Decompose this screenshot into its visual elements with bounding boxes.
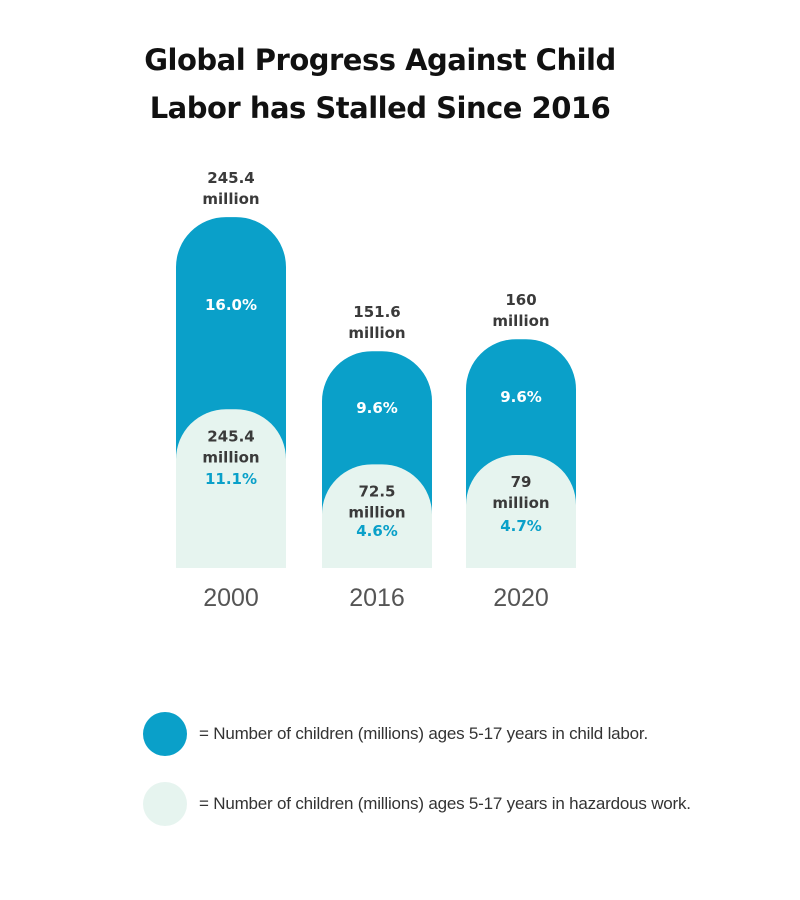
chart-title-line-1: Global Progress Against Child xyxy=(144,43,616,77)
x-tick-label-2020: 2020 xyxy=(493,584,549,612)
x-tick-label-2016: 2016 xyxy=(349,584,405,612)
value-label-child-labor-2016: 151.6 million xyxy=(348,303,405,342)
value-label-hazardous-work-2000: 245.4 million xyxy=(202,427,259,466)
legend-label-child-labor: = Number of children (millions) ages 5-1… xyxy=(199,724,648,743)
pct-label-hazardous-work-2000: 11.1% xyxy=(205,470,257,488)
legend-label-hazardous-work: = Number of children (millions) ages 5-1… xyxy=(199,794,691,813)
pct-label-hazardous-work-2020: 4.7% xyxy=(500,517,542,535)
chart-title: Global Progress Against Child Labor has … xyxy=(0,36,760,132)
legend-item-child-labor: = Number of children (millions) ages 5-1… xyxy=(143,712,648,756)
pct-label-child-labor-2016: 9.6% xyxy=(356,399,398,417)
value-label-hazardous-work-2020: 79 million xyxy=(492,473,549,512)
pct-label-child-labor-2000: 16.0% xyxy=(205,296,257,314)
bar-hazardous-work-2020 xyxy=(466,455,576,568)
chart-title-line-2: Labor has Stalled Since 2016 xyxy=(149,91,611,125)
value-label-child-labor-2000: 245.4 million xyxy=(202,169,259,208)
pct-label-child-labor-2020: 9.6% xyxy=(500,388,542,406)
legend-swatch-hazardous-work xyxy=(143,782,187,826)
pct-label-hazardous-work-2016: 4.6% xyxy=(356,522,398,540)
value-label-hazardous-work-2016: 72.5 million xyxy=(348,482,405,521)
legend-item-hazardous-work: = Number of children (millions) ages 5-1… xyxy=(143,782,691,826)
x-tick-label-2000: 2000 xyxy=(203,584,259,612)
legend-swatch-child-labor xyxy=(143,712,187,756)
value-label-child-labor-2020: 160 million xyxy=(492,291,549,330)
bar-hazardous-work-2016 xyxy=(322,464,432,568)
bar-chart: 245.4 million 16.0% 245.4 million 11.1% 2000 15… xyxy=(176,169,576,612)
bar-hazardous-work-2000 xyxy=(176,409,286,568)
